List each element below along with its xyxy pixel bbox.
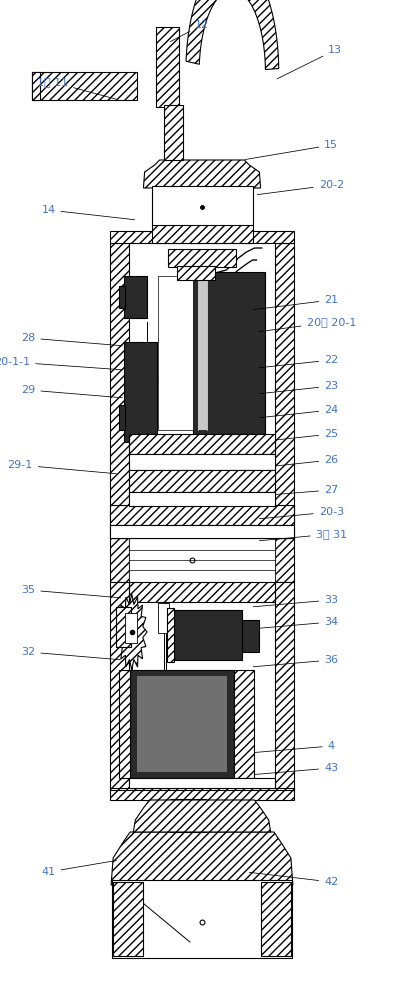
Bar (110, 788, 294, 800)
Text: 43: 43 (251, 763, 338, 775)
Text: 28: 28 (21, 333, 122, 346)
Bar (137, 676, 227, 772)
Bar (130, 670, 234, 778)
Bar (193, 272, 265, 434)
Text: 4: 4 (251, 741, 335, 753)
Bar (116, 607, 131, 647)
Text: 27: 27 (259, 485, 339, 496)
Text: 36: 36 (253, 655, 338, 667)
Text: 20-2: 20-2 (257, 180, 344, 195)
Bar (113, 882, 143, 956)
Bar (110, 231, 294, 243)
Bar (156, 27, 179, 107)
Bar (261, 882, 291, 956)
Text: 24: 24 (259, 405, 339, 418)
Bar (177, 266, 215, 280)
Text: 1， 11: 1， 11 (37, 77, 116, 99)
Polygon shape (133, 800, 271, 832)
Text: 20-1-1: 20-1-1 (0, 357, 122, 370)
Polygon shape (116, 594, 147, 670)
Bar (110, 243, 129, 538)
Bar (234, 670, 254, 778)
Bar (242, 620, 259, 652)
Polygon shape (143, 160, 261, 188)
Bar (125, 613, 137, 643)
Text: 14: 14 (42, 205, 135, 220)
Text: 33: 33 (253, 595, 338, 607)
Bar (152, 225, 252, 243)
Bar (198, 276, 207, 430)
Text: 32: 32 (21, 647, 120, 660)
Polygon shape (111, 832, 293, 885)
Bar (167, 608, 174, 662)
Bar (129, 492, 275, 506)
Bar (32, 72, 137, 100)
Text: 25: 25 (259, 429, 338, 442)
Text: 15: 15 (245, 140, 338, 160)
Bar (129, 454, 275, 470)
Bar (170, 799, 206, 832)
Text: 13: 13 (277, 45, 342, 79)
Bar (112, 880, 292, 958)
Text: 3， 31: 3， 31 (259, 529, 347, 541)
Bar (129, 434, 275, 454)
Text: 34: 34 (253, 617, 338, 629)
Text: 41: 41 (42, 860, 116, 877)
Polygon shape (186, 0, 279, 70)
Bar (110, 525, 294, 538)
Text: 35: 35 (21, 585, 120, 598)
Bar (119, 670, 130, 778)
Text: 20-3: 20-3 (259, 507, 344, 519)
Text: 22: 22 (259, 355, 339, 368)
Text: 29: 29 (21, 385, 122, 398)
Text: 12: 12 (170, 20, 209, 42)
Bar (32, 72, 40, 100)
Bar (124, 342, 157, 442)
Bar (158, 603, 169, 633)
Bar (152, 186, 252, 226)
Bar (275, 582, 294, 790)
Bar (110, 538, 129, 582)
Text: 23: 23 (259, 381, 338, 394)
Text: 20， 20-1: 20， 20-1 (259, 317, 356, 332)
Text: 42: 42 (249, 872, 339, 887)
Text: 26: 26 (259, 455, 338, 468)
Bar (275, 243, 294, 538)
Bar (129, 538, 275, 582)
Bar (164, 105, 183, 160)
Bar (129, 582, 275, 602)
Bar (119, 405, 125, 430)
Bar (168, 249, 236, 267)
Text: 29-1: 29-1 (8, 460, 116, 474)
Bar (275, 538, 294, 582)
Text: 21: 21 (253, 295, 338, 310)
Bar (110, 505, 294, 525)
Bar (124, 276, 147, 318)
Bar (129, 778, 275, 788)
Bar (110, 582, 129, 790)
Bar (119, 286, 125, 308)
Bar (129, 470, 275, 492)
Bar (158, 276, 193, 430)
Bar (174, 610, 242, 660)
